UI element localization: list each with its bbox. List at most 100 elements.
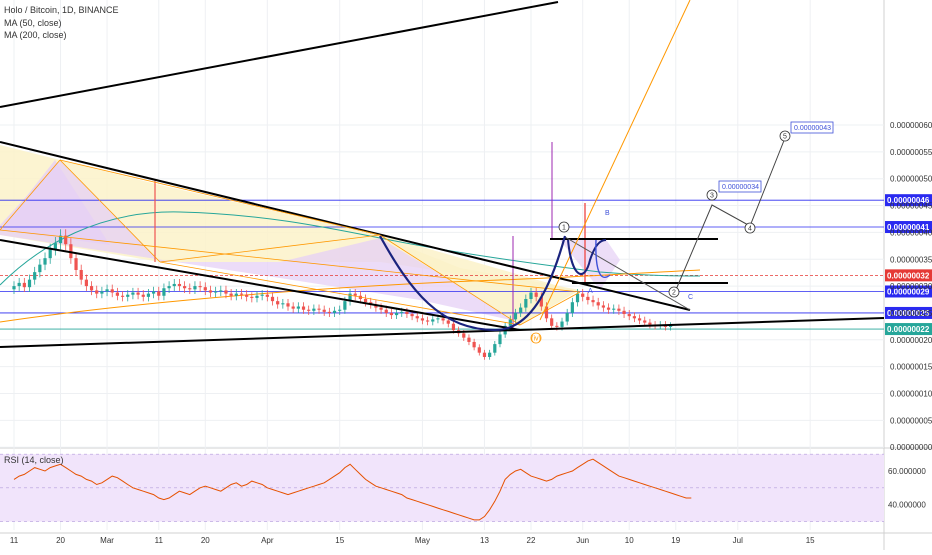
time-axis[interactable]: 11 20 Mar 11 20 Apr 15 May 13 22 Jun 10 19 Jul 15 [10,536,815,545]
candle-body [22,282,26,288]
candle-body [550,318,554,326]
candle-body [296,306,300,309]
candle-body [95,290,99,294]
harmonic-leg [0,159,61,231]
candle-body [472,341,476,348]
candle-body [301,306,306,310]
candle-body [322,309,326,312]
candle-body [591,300,595,303]
wave-c-label: C [688,294,693,301]
candle-body [648,322,652,325]
candle-body [317,308,321,310]
y-tick-label: 0.00000040 [890,228,932,237]
candle-body [110,289,114,293]
candle-body [255,295,259,298]
y-tick-label: 0.00000045 [890,202,932,211]
x-tick-label: Mar [100,536,114,545]
candle-body [214,291,218,293]
candle-body [488,352,492,357]
candle-body [120,295,125,297]
candle-body [17,282,21,287]
candle-body [513,312,518,320]
candle-body [400,311,404,313]
candle-body [172,283,176,287]
candle-body [338,309,342,311]
candle-body [420,318,425,321]
candle-body [193,286,197,290]
y-tick-label: 0.00000020 [890,336,932,345]
candle-body [529,292,533,299]
wave-2 [668,286,680,298]
candle-body [363,298,368,303]
y-tick-label: 0.00000015 [890,363,932,372]
price-tag-label: 0.00000032 [887,271,930,280]
x-tick-label: 20 [56,536,65,545]
candle-body [64,235,68,245]
wave-a-label: A [588,288,593,295]
candle-body [265,294,269,297]
candle-body [229,293,233,296]
harmonic-fill-2 [0,160,110,245]
candle-body [208,290,213,293]
target-box-2-label: 0.00000043 [794,125,831,132]
candle-body [596,302,600,306]
harmonic-leg [59,159,381,236]
price-tag [885,306,932,319]
candle-body [239,293,244,295]
wave-b-label: B [605,210,610,217]
candle-body [668,325,673,327]
candle-body [606,307,611,310]
candle-body [27,279,32,288]
candle-body [462,333,466,338]
wave-2-label: 2 [672,290,676,297]
candle-body [157,291,161,296]
candle-body [167,286,171,289]
candle-body [307,309,311,311]
price-tag-label: 0.00000029 [887,287,930,296]
candle-body [198,286,202,288]
candle-body [601,305,605,308]
harmonic-fill-1 [0,160,520,322]
handle-arc [567,239,607,275]
harmonic-leg [379,234,521,326]
candle-body [431,319,435,322]
rsi-tick-label: 60.000000 [888,467,926,476]
wave-5 [779,130,791,142]
cup-arc [379,235,567,332]
candlestick-series [12,142,673,360]
candle-body [379,307,383,310]
candle-body [539,296,543,307]
wave-3-label: 3 [710,193,714,200]
candle-body [276,301,280,305]
candle-body [281,303,285,305]
candle-body [384,309,388,313]
wave-iv-marker [530,332,542,344]
wave-4 [744,222,756,234]
neckline [564,236,691,311]
price-axis[interactable]: 0.00000060 0.00000055 0.00000050 0.00000045… [888,121,932,510]
candle-body [348,293,352,302]
target-box-1 [718,180,762,193]
price-tag-label: 0.00000025 [887,309,930,318]
candle-body [394,312,399,316]
candle-body [203,287,207,291]
candle-body [162,288,166,296]
candle-body [38,264,42,273]
x-tick-label: 15 [335,536,344,545]
candle-body [260,294,264,296]
target-box-2 [790,121,834,134]
candle-body [410,314,414,317]
candle-body [48,249,52,259]
candle-body [89,286,94,291]
candle-body [586,296,590,301]
candle-body [643,320,647,323]
candle-body [534,292,538,297]
candle-body [508,319,512,326]
candle-body [332,310,337,313]
rsi-pane [0,453,884,522]
x-tick-label: 15 [806,536,815,545]
rsi-band [0,454,884,522]
candle-body [224,290,228,294]
